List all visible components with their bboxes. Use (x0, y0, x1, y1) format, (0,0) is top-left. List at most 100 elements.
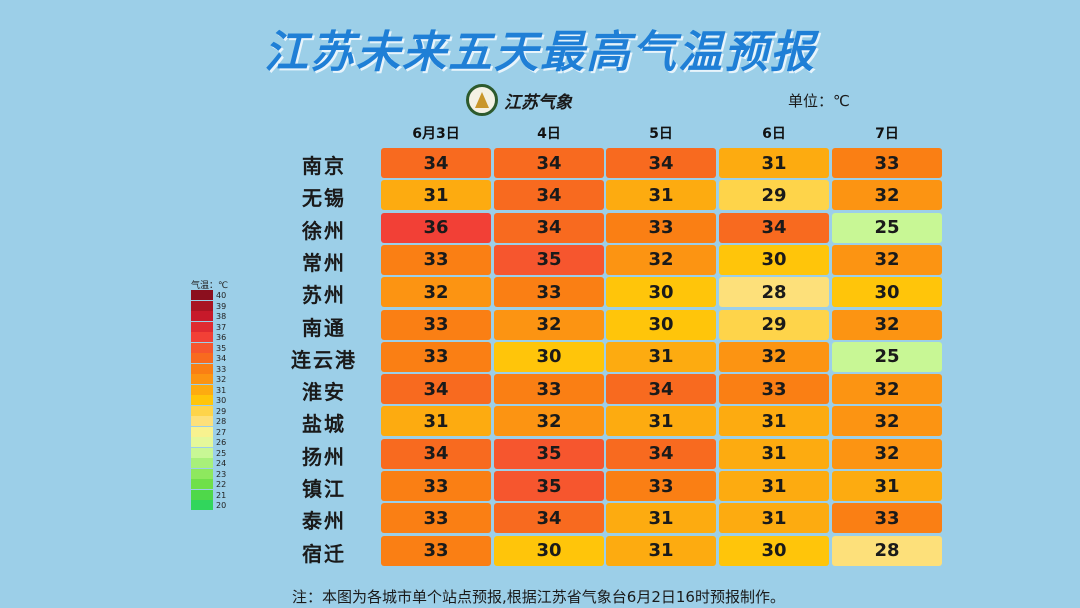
city-label: 南京 (302, 154, 346, 178)
legend-label: 33 (216, 364, 227, 374)
temperature-cell: 32 (832, 309, 942, 340)
legend-label: 26 (216, 438, 227, 447)
city-label: 镇江 (302, 477, 346, 501)
column-header: 4日 (537, 126, 561, 142)
legend-swatch (191, 353, 213, 363)
legend-label: 30 (216, 396, 227, 405)
legend-label: 25 (216, 448, 227, 458)
temperature-cell: 33 (832, 148, 942, 178)
temperature-cell: 31 (719, 406, 829, 437)
legend-label: 38 (216, 312, 227, 321)
legend-swatch (191, 290, 213, 300)
temperature-cell: 32 (832, 438, 942, 469)
temperature-cell: 30 (719, 535, 829, 566)
legend-label: 28 (216, 417, 227, 426)
temperature-cell: 30 (606, 277, 716, 308)
temperature-cell: 30 (832, 277, 942, 308)
weather-logo-icon (466, 84, 498, 116)
temperature-cell: 34 (606, 148, 716, 178)
unit-label: 单位：℃ (788, 92, 850, 110)
legend-label: 22 (216, 480, 227, 489)
temperature-cell: 36 (381, 212, 491, 243)
legend-label: 40 (216, 291, 227, 300)
temperature-cell: 32 (494, 406, 604, 437)
temperature-cell: 31 (606, 503, 716, 534)
temperature-cell: 28 (719, 277, 829, 308)
legend-swatch (191, 447, 213, 458)
legend-swatch (191, 500, 213, 510)
temperature-cell: 34 (494, 503, 604, 534)
legend-swatch (191, 374, 213, 384)
city-label: 苏州 (302, 283, 346, 308)
legend-label: 27 (216, 427, 227, 437)
city-label: 南通 (302, 315, 346, 340)
temperature-cell: 32 (381, 277, 491, 308)
temperature-cell: 33 (381, 535, 491, 566)
legend-swatch (191, 363, 213, 374)
legend-swatch (191, 321, 213, 332)
column-header: 7日 (875, 126, 899, 142)
temperature-cell: 31 (719, 471, 829, 501)
column-header: 6日 (762, 126, 786, 142)
temperature-cell: 35 (494, 471, 604, 501)
legend-swatch (191, 332, 213, 342)
logo-text: 江苏气象 (504, 92, 572, 113)
temperature-cell: 34 (494, 180, 604, 211)
temperature-cell: 29 (719, 309, 829, 340)
temperature-cell: 28 (832, 535, 942, 566)
city-label: 无锡 (302, 186, 346, 211)
temperature-cell: 34 (606, 374, 716, 405)
temperature-cell: 31 (381, 180, 491, 211)
city-label: 徐州 (302, 218, 346, 243)
legend-swatch (191, 458, 213, 468)
temperature-cell: 35 (494, 438, 604, 469)
legend-label: 36 (216, 333, 227, 342)
temperature-cell: 32 (494, 309, 604, 340)
temperature-cell: 25 (832, 341, 942, 372)
temperature-cell: 34 (381, 374, 491, 405)
temperature-cell: 30 (494, 535, 604, 566)
column-header: 6月3日 (412, 126, 460, 142)
legend-swatch (191, 479, 213, 489)
temperature-cell: 32 (832, 180, 942, 211)
legend-label: 32 (216, 375, 227, 384)
city-label: 盐城 (302, 412, 346, 437)
temperature-cell: 31 (606, 180, 716, 211)
legend-label: 29 (216, 406, 227, 416)
legend-swatch (191, 416, 213, 426)
legend-swatch (191, 342, 213, 353)
temperature-cell: 33 (381, 309, 491, 340)
city-label: 泰州 (302, 509, 346, 534)
legend-title: 气温：℃ (191, 281, 229, 291)
legend-swatch (191, 489, 213, 500)
temperature-cell: 32 (832, 374, 942, 405)
column-header: 5日 (649, 126, 673, 142)
temperature-cell: 34 (381, 148, 491, 178)
legend-swatch (191, 300, 213, 311)
city-label: 淮安 (302, 380, 346, 405)
legend-label: 23 (216, 469, 227, 479)
legend-label: 37 (216, 322, 227, 332)
temperature-cell: 30 (606, 309, 716, 340)
temperature-cell: 33 (494, 277, 604, 308)
temperature-cell: 34 (606, 438, 716, 469)
legend-label: 20 (216, 501, 227, 510)
temperature-cell: 31 (606, 406, 716, 437)
city-label: 连云港 (291, 347, 357, 372)
temperature-cell: 25 (832, 212, 942, 243)
temperature-cell: 33 (719, 374, 829, 405)
temperature-cell: 33 (381, 341, 491, 372)
temperature-cell: 32 (606, 244, 716, 275)
temperature-cell: 31 (606, 535, 716, 566)
temperature-cell: 33 (832, 503, 942, 534)
city-label: 宿迁 (302, 541, 346, 566)
temperature-cell: 32 (719, 341, 829, 372)
temperature-cell: 34 (719, 212, 829, 243)
temperature-cell: 31 (719, 503, 829, 534)
legend-label: 39 (216, 301, 227, 311)
temperature-cell: 29 (719, 180, 829, 211)
temperature-cell: 31 (719, 438, 829, 469)
temperature-cell: 30 (719, 244, 829, 275)
temperature-cell: 31 (606, 341, 716, 372)
legend-label: 34 (216, 354, 227, 363)
